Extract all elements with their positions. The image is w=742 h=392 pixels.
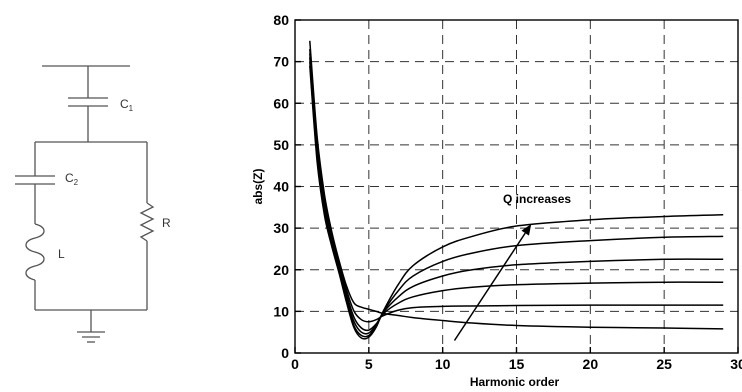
circuit-diagram: C1 C2 L R <box>15 65 171 343</box>
y-tick-label: 30 <box>273 220 289 236</box>
tick-marks <box>294 19 739 354</box>
r-label: R <box>162 216 171 230</box>
y-tick-labels: 0 10 20 30 40 50 60 70 80 <box>273 12 289 361</box>
annotation-text: Q increases <box>503 192 571 206</box>
ground-icon <box>77 331 105 343</box>
c2-label: C2 <box>65 171 79 187</box>
x-axis-title: Harmonic order <box>470 375 560 389</box>
x-tick-label: 25 <box>656 356 672 372</box>
inductor-coil <box>25 223 45 281</box>
y-tick-label: 80 <box>273 12 289 28</box>
x-tick-label: 5 <box>365 356 373 372</box>
impedance-plot: 0 5 10 15 20 25 30 0 10 20 30 40 50 60 70 80 Harmonic … <box>251 12 742 389</box>
x-tick-label: 30 <box>730 356 742 372</box>
y-tick-label: 70 <box>273 54 289 70</box>
impedance-curve-1 <box>309 40 724 330</box>
y-tick-label: 20 <box>273 262 289 278</box>
impedance-curve-6 <box>309 65 724 340</box>
x-tick-label: 20 <box>583 356 599 372</box>
y-tick-label: 50 <box>273 137 289 153</box>
grid-lines <box>295 20 738 353</box>
resistor-zigzag <box>139 202 155 242</box>
x-tick-label: 10 <box>435 356 451 372</box>
y-tick-label: 40 <box>273 179 289 195</box>
curves <box>309 40 724 340</box>
impedance-curve-2 <box>309 49 724 323</box>
x-tick-label: 0 <box>291 356 299 372</box>
x-tick-label: 15 <box>509 356 525 372</box>
y-tick-label: 0 <box>281 345 289 361</box>
l-label: L <box>58 247 65 261</box>
y-axis-title: abs(Z) <box>251 168 265 204</box>
annotation-arrowhead <box>521 223 532 236</box>
c1-label: C1 <box>120 97 134 113</box>
annotation-arrow-line <box>453 232 526 341</box>
x-tick-labels: 0 5 10 15 20 25 30 <box>291 356 742 372</box>
y-tick-label: 60 <box>273 95 289 111</box>
y-tick-label: 10 <box>273 303 289 319</box>
q-increases-annotation: Q increases <box>453 192 571 341</box>
